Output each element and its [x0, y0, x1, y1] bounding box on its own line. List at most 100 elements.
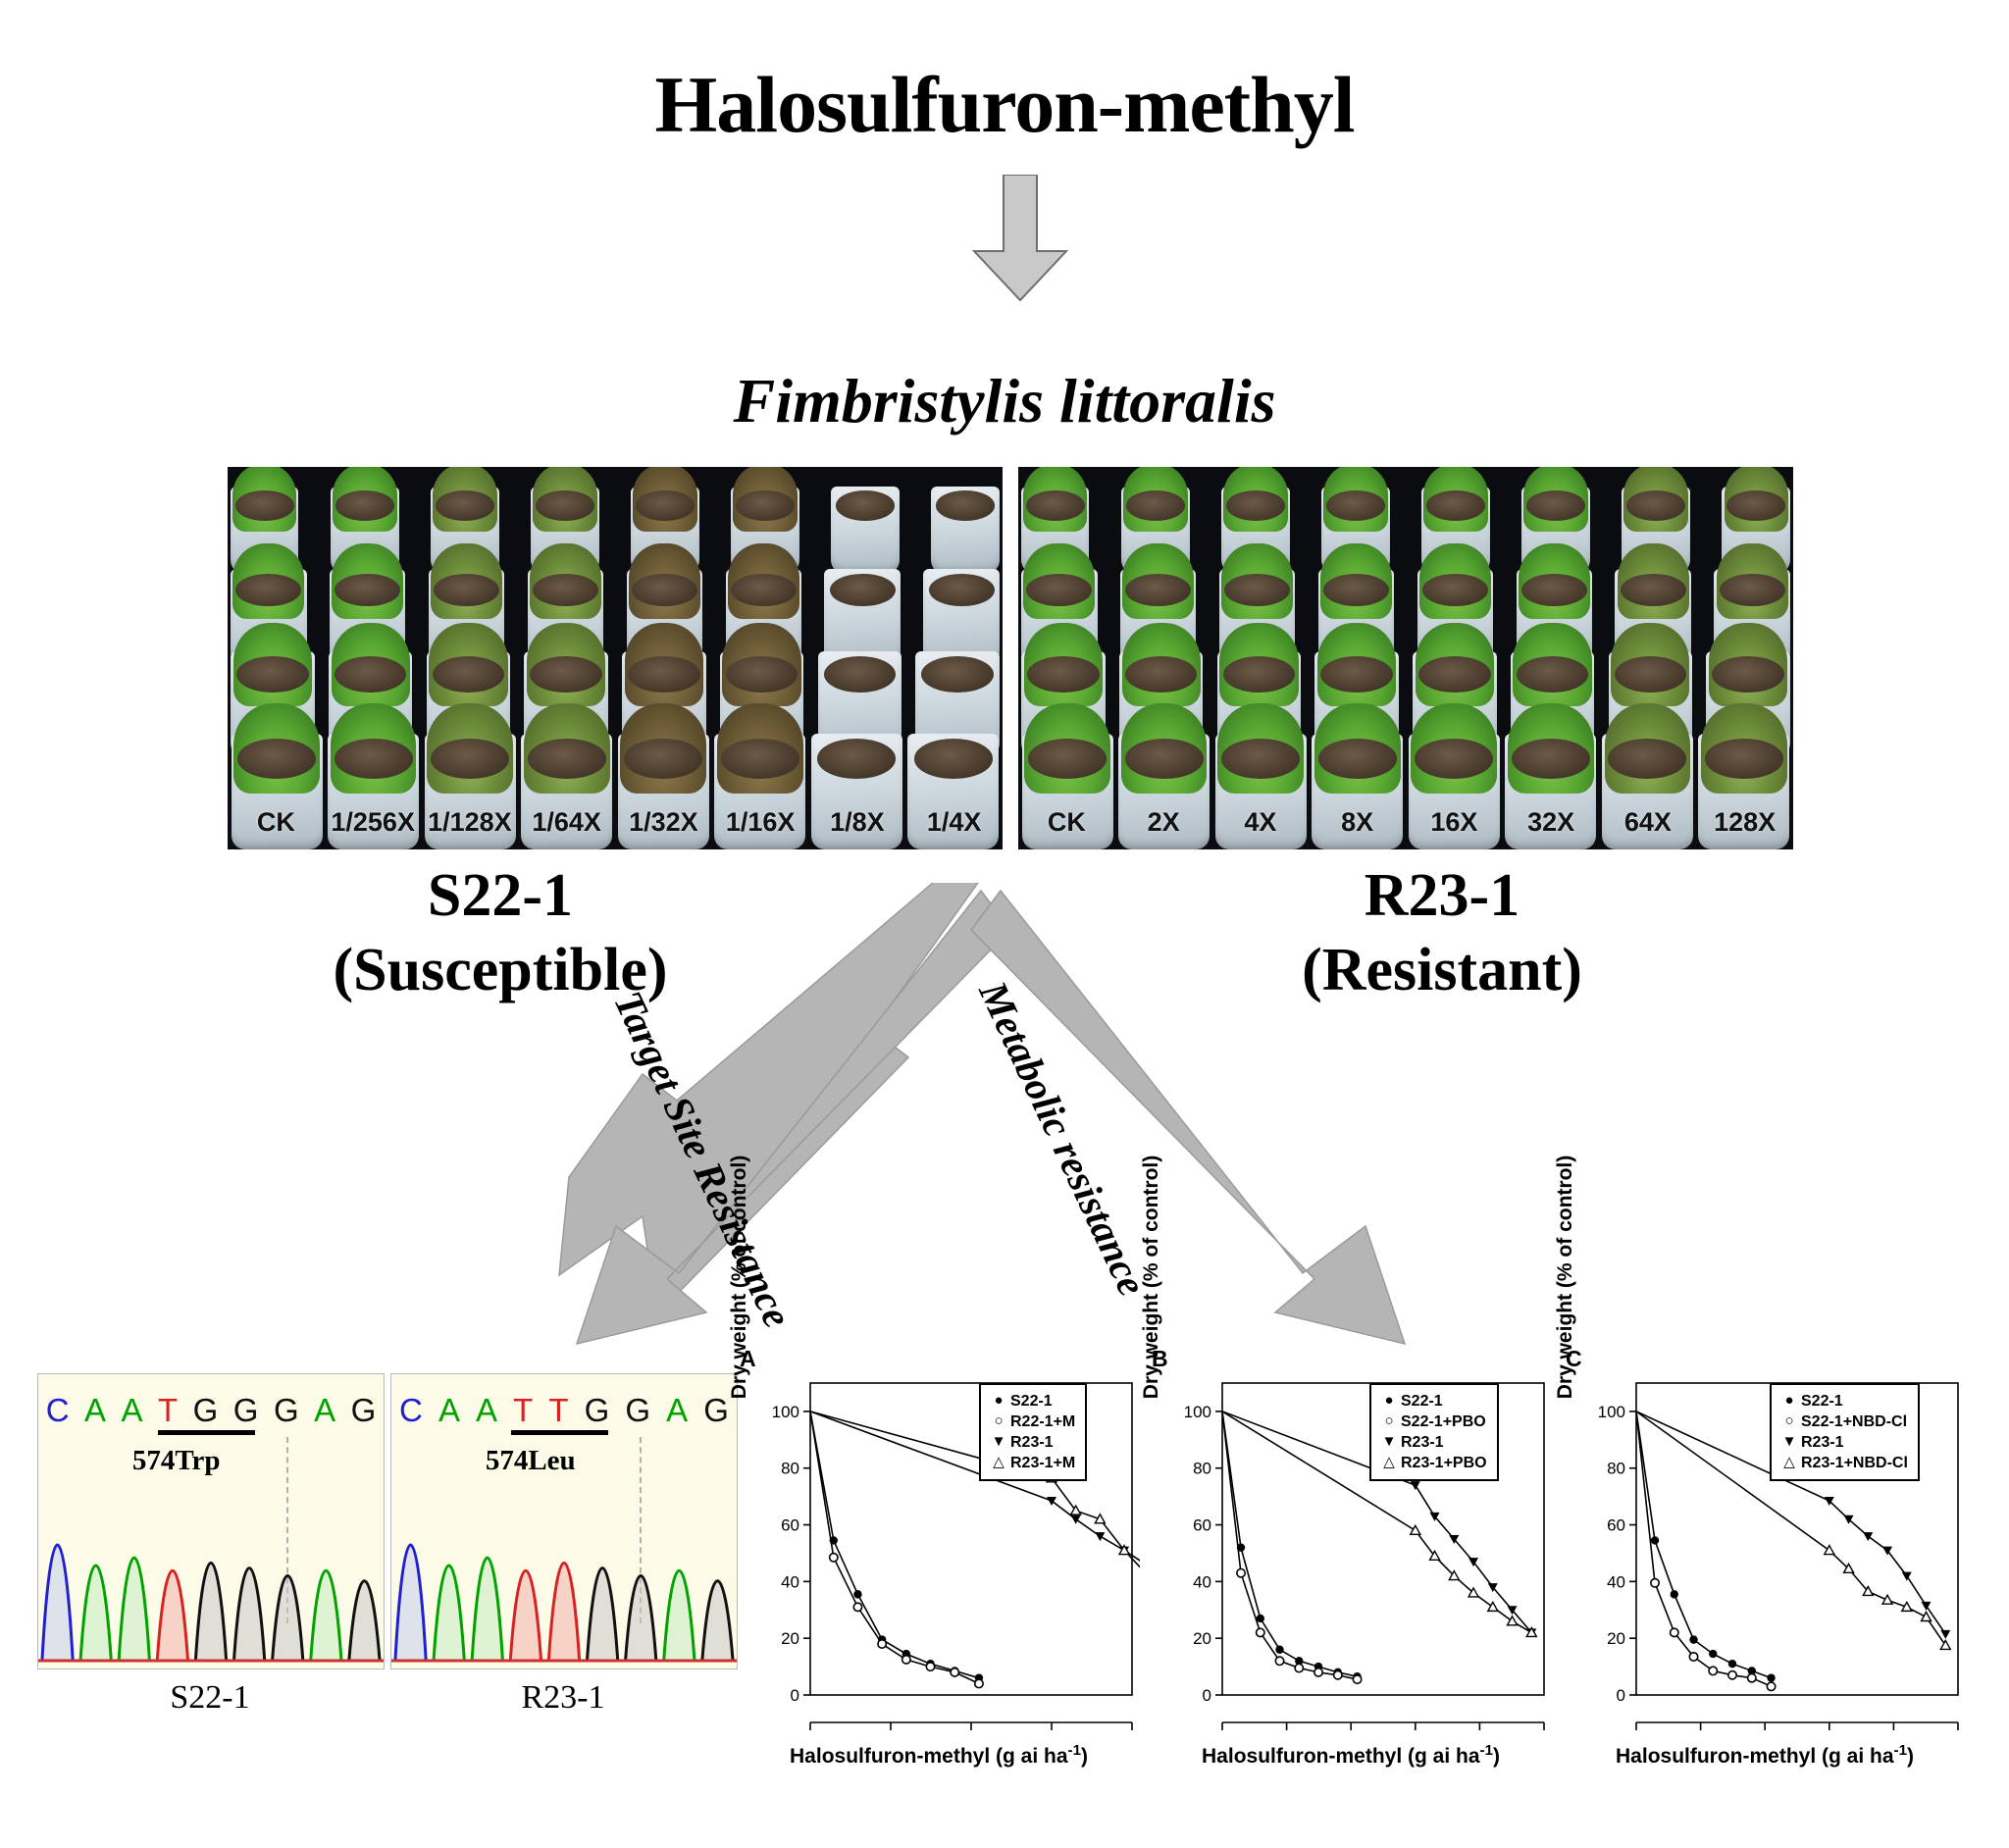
svg-text:1: 1 — [886, 1734, 895, 1736]
pot-soil — [431, 739, 510, 779]
pot-soil — [921, 656, 994, 693]
pot-soil — [725, 656, 798, 693]
svg-text:80: 80 — [1193, 1460, 1211, 1478]
legend-marker-icon: △ — [1783, 1455, 1795, 1470]
base-letter: C — [399, 1392, 423, 1428]
pot-soil — [235, 573, 302, 607]
pot-grid-susceptible: CK 1/256X 1/128X 1/64X 1/32X 1/16X 1/8X 1/4X — [228, 467, 1003, 849]
pot-soil — [1726, 490, 1786, 521]
svg-text:80: 80 — [1607, 1460, 1625, 1478]
dose-label: 32X — [1527, 807, 1575, 837]
legend-marker-icon: △ — [993, 1455, 1004, 1470]
x-axis-label-c: Halosulfuron-methyl (g ai ha-1) — [1616, 1742, 1914, 1768]
dose-label: 2X — [1147, 807, 1180, 837]
chromatogram-caption-resistant: R23-1 — [521, 1679, 605, 1716]
svg-text:0: 0 — [1203, 1686, 1211, 1705]
panel-letter-a: A — [740, 1346, 756, 1371]
pot-soil — [1712, 656, 1784, 693]
legend-marker-icon: ○ — [1384, 1413, 1394, 1429]
pot — [521, 702, 613, 849]
pot-soil — [434, 573, 499, 607]
pot-soil — [1719, 573, 1785, 607]
legend-marker-icon: ▼ — [1781, 1434, 1797, 1450]
pot-soil — [1025, 490, 1085, 521]
pot-soil — [1526, 490, 1586, 521]
pot — [1312, 702, 1404, 849]
pot-soil — [1626, 490, 1686, 521]
base-letter: G — [273, 1392, 299, 1428]
pot — [1505, 702, 1597, 849]
base-letter: A — [476, 1392, 498, 1428]
chart-panel-c: C Dry weight (% of control) Halosulfuron… — [1554, 1155, 1970, 1817]
base-letter: G — [703, 1392, 729, 1428]
pot-soil — [632, 573, 697, 607]
svg-text:10000: 10000 — [1934, 1734, 1966, 1736]
svg-text:1000: 1000 — [1461, 1734, 1498, 1736]
amino-acid-label: 574Leu — [485, 1445, 576, 1476]
legend-row: ● S22-1 — [1377, 1391, 1487, 1412]
svg-text:100: 100 — [1598, 1403, 1625, 1421]
dose-label: 1/64X — [532, 807, 601, 837]
pot-soil — [530, 656, 602, 693]
svg-text:40: 40 — [1193, 1572, 1211, 1591]
dose-label: 4X — [1244, 807, 1277, 837]
legend-label: R23-1 — [1801, 1433, 1844, 1451]
legend-marker-icon: ▼ — [991, 1434, 1006, 1450]
legend-label: S22-1 — [1401, 1392, 1443, 1410]
pot-soil — [1320, 656, 1393, 693]
branching-arrows-icon — [558, 883, 1407, 1346]
x-axis-label-b: Halosulfuron-methyl (g ai ha-1) — [1202, 1742, 1500, 1768]
svg-text:1000: 1000 — [1875, 1734, 1912, 1736]
svg-text:10: 10 — [962, 1734, 981, 1736]
pot — [231, 702, 323, 849]
pot — [617, 702, 709, 849]
pot-soil — [1323, 573, 1389, 607]
legend-a: ● S22-1 ○ R22-1+M ▼ R23-1 △ R23-1+M — [979, 1383, 1088, 1481]
legend-label: S22-1+PBO — [1401, 1412, 1486, 1430]
strain-name-resistant: R23-1 — [1364, 862, 1520, 929]
legend-c: ● S22-1 ○ S22-1+NBD-Cl ▼ R23-1 △ R23-1+NBD-Cl — [1770, 1383, 1920, 1481]
legend-row: △ R23-1+M — [987, 1453, 1075, 1473]
pot-soil — [1426, 490, 1486, 521]
legend-label: R22-1+M — [1010, 1412, 1076, 1430]
photo-panel-resistant: CK 2X 4X 8X 16X 32X 64X 128X — [1018, 467, 1793, 849]
svg-text:0.1: 0.1 — [1624, 1734, 1648, 1736]
photo-panel-susceptible: CK 1/256X 1/128X 1/64X 1/32X 1/16X 1/8X 1/4X — [228, 467, 1003, 849]
svg-text:1: 1 — [1696, 1734, 1705, 1736]
legend-row: ▼ R23-1 — [987, 1432, 1075, 1453]
position-marker — [640, 1437, 643, 1623]
pot-soil — [624, 739, 703, 779]
pot — [1601, 702, 1693, 849]
pot-soil — [432, 656, 505, 693]
pot — [430, 467, 499, 574]
svg-text:80: 80 — [781, 1460, 799, 1478]
pot — [1698, 702, 1790, 849]
legend-label: R23-1+NBD-Cl — [1801, 1454, 1908, 1471]
pot — [810, 733, 902, 849]
svg-text:100: 100 — [1184, 1403, 1211, 1421]
amino-acid-label: 574Trp — [131, 1445, 221, 1476]
pot-soil — [335, 573, 401, 607]
svg-text:1: 1 — [1282, 1734, 1291, 1736]
svg-text:100: 100 — [1816, 1734, 1843, 1736]
pot-soil — [1225, 490, 1285, 521]
legend-label: S22-1 — [1010, 1392, 1053, 1410]
legend-row: ○ S22-1+NBD-Cl — [1777, 1412, 1908, 1432]
legend-row: ● S22-1 — [1777, 1391, 1908, 1412]
pot-soil — [720, 739, 799, 779]
pot-soil — [823, 656, 897, 693]
pot-soil — [236, 656, 309, 693]
pot-soil — [1027, 656, 1100, 693]
y-axis-label-c: Dry weight (% of control) — [1554, 1155, 1576, 1400]
svg-text:100: 100 — [772, 1403, 799, 1421]
dose-label: 1/32X — [629, 807, 698, 837]
pot-soil — [817, 739, 897, 779]
chromatogram-caption-susceptible: S22-1 — [170, 1679, 250, 1716]
codon-underline — [158, 1430, 255, 1435]
pot-soil — [636, 490, 695, 521]
legend-marker-icon: ● — [1784, 1393, 1794, 1409]
dose-label: 1/16X — [725, 807, 796, 837]
y-axis-label-a: Dry weight (% of control) — [728, 1155, 750, 1400]
pot-soil — [527, 739, 606, 779]
